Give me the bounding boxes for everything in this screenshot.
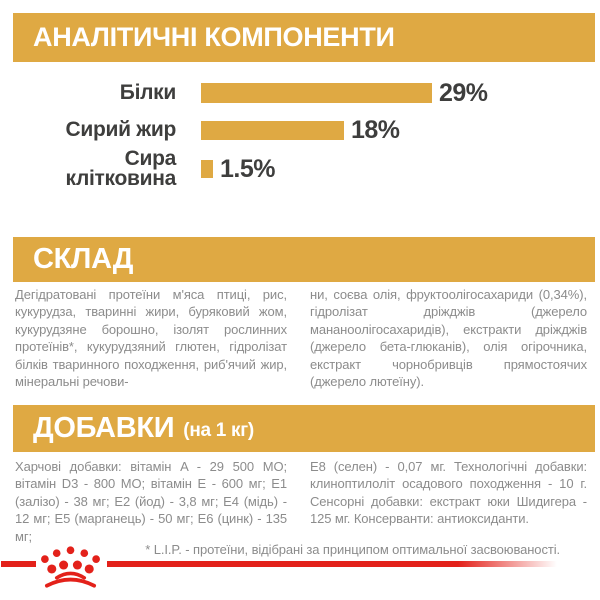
composition-text-column-2: ни, соєва олія, фруктоолігосахариди (0,3…	[310, 287, 587, 390]
additives-header: ДОБАВКИ (на 1 кг)	[13, 405, 595, 452]
chart-row-protein: Білки 29%	[13, 79, 488, 107]
lip-footnote: * L.I.P. - протеїни, відібрані за принци…	[145, 542, 560, 557]
chart-row-fat: Сирий жир 18%	[13, 116, 401, 144]
composition-text-column-1: Дегідратовані протеїни м'яса птиці, рис,…	[15, 287, 287, 390]
additives-text-column-2: E8 (селен) - 0,07 мг. Технологічні добав…	[310, 459, 587, 527]
analytical-components-title: АНАЛІТИЧНІ КОМПОНЕНТИ	[33, 22, 395, 52]
chart-value-protein: 29%	[439, 78, 488, 107]
chart-bar-fat	[201, 120, 344, 140]
additives-title-suffix: (на 1 кг)	[183, 419, 254, 441]
composition-header: СКЛАД	[13, 237, 595, 282]
chart-label-fibre: Сира клітковина	[65, 147, 177, 190]
chart-row-fibre: Сира клітковина 1.5%	[13, 147, 276, 190]
chart-value-fibre: 1.5%	[220, 154, 275, 183]
royal-canin-crown-icon	[41, 546, 100, 588]
composition-title: СКЛАД	[33, 243, 134, 275]
chart-bar-fibre	[201, 160, 213, 178]
analytical-components-header: АНАЛІТИЧНІ КОМПОНЕНТИ	[13, 13, 595, 62]
additives-title: ДОБАВКИ	[33, 412, 175, 444]
chart-bar-protein	[201, 83, 432, 103]
footer-divider-left	[1, 561, 36, 567]
chart-label-protein: Білки	[119, 81, 177, 104]
chart-label-fat: Сирий жир	[65, 118, 177, 141]
additives-text-column-1: Харчові добавки: вітамін A - 29 500 МО; …	[15, 459, 287, 544]
footer-divider-right	[107, 561, 557, 567]
chart-value-fat: 18%	[351, 115, 400, 144]
